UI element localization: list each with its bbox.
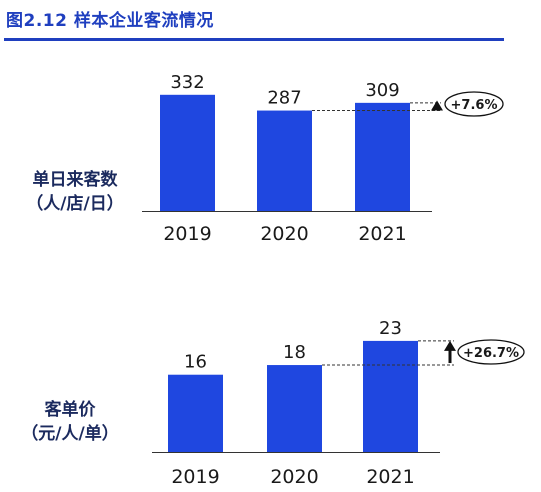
chart1-bar-2020 [257,110,312,211]
chart2-growth-badge [457,339,525,365]
chart1-growth-badge [444,91,504,117]
chart1-ylabel: 单日来客数 （人/店/日） [10,168,140,216]
chart2-ylabel-line2: （元/人/单） [21,424,119,444]
chart2-tick-label-2020: 2020 [270,466,318,488]
chart1-ylabel-line1: 单日来客数 [32,170,118,190]
chart1-growth-label: +7.6% [451,98,498,113]
figure-title: 图2.12 样本企业客流情况 [6,11,214,31]
chart1-tick-label-2019: 2019 [163,223,211,245]
chart1-tick-label-2021: 2021 [358,223,406,245]
chart2-value-label-2019: 16 [184,352,207,373]
chart1-tick-label-2020: 2020 [260,223,308,245]
chart2-value-label-2021: 23 [379,318,402,339]
chart2-growth-label: +26.7% [463,346,519,361]
chart1-up-triangle-icon [431,100,443,111]
chart1-value-label-2021: 309 [365,80,399,101]
chart2-tick-label-2021: 2021 [366,466,414,488]
chart1-value-label-2020: 287 [267,88,301,109]
chart1-bar-2021 [355,102,410,211]
chart2-bar-2019 [168,374,223,452]
chart2-ylabel: 客单价 （元/人/单） [6,398,134,446]
chart2-bar-2020 [267,365,322,452]
chart2-ylabel-line1: 客单价 [44,400,96,420]
chart1-ylabel-line2: （人/店/日） [26,194,124,214]
chart2-up-arrow-icon [444,340,456,351]
chart1-value-label-2019: 332 [170,72,204,93]
chart2-value-label-2020: 18 [283,342,306,363]
chart1-bar-2019 [160,94,215,211]
title-underline [4,38,504,41]
chart2-tick-label-2019: 2019 [171,466,219,488]
chart2-bar-2021 [363,340,418,452]
